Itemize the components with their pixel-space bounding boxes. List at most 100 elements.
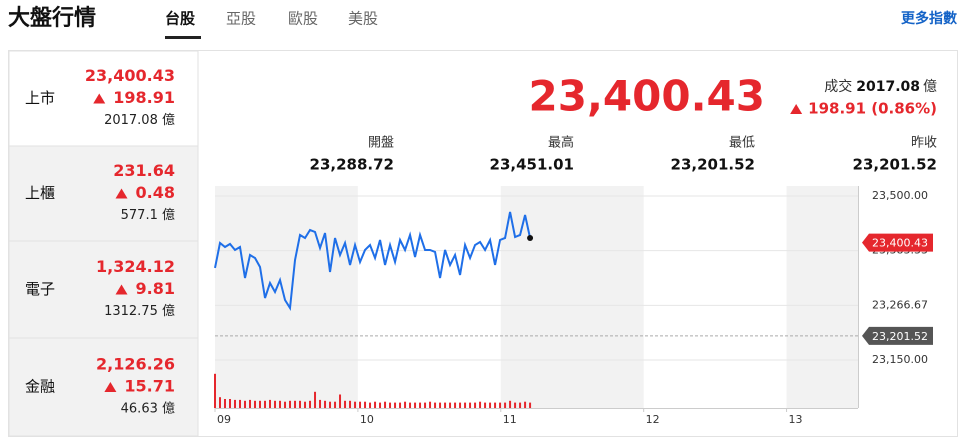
item-change: 9.81 — [136, 279, 175, 298]
volume-bar — [324, 400, 327, 408]
up-arrow — [104, 382, 117, 392]
volume-bar — [529, 402, 532, 408]
volume-bar — [389, 402, 392, 408]
volume-value: 2017.08 — [856, 79, 920, 95]
volume-label: 成交 — [824, 78, 852, 95]
volume-bar — [234, 399, 237, 408]
price-tag — [862, 326, 933, 345]
volume-bar — [244, 400, 247, 408]
volume-bar — [334, 401, 337, 408]
volume-bar — [264, 400, 267, 408]
volume-bar — [269, 399, 272, 408]
item-change: 0.48 — [136, 183, 175, 202]
volume-bar — [524, 401, 527, 408]
stat-value: 23,201.52 — [853, 156, 937, 174]
volume-bar — [484, 402, 487, 408]
volume-bar — [249, 399, 252, 408]
volume-bar — [454, 402, 457, 408]
volume-bar — [519, 402, 522, 408]
item-change: 15.71 — [124, 377, 175, 396]
volume-bar — [474, 402, 477, 408]
volume-bar — [374, 401, 377, 408]
volume-bar — [479, 401, 482, 408]
volume-bar — [359, 401, 362, 408]
session-band — [215, 186, 358, 408]
sidebar-item[interactable] — [8, 337, 199, 437]
volume-bar — [409, 402, 412, 408]
stat-label: 開盤 — [368, 136, 394, 151]
volume-bar — [414, 402, 417, 408]
price: 23,400.43 — [529, 72, 765, 121]
volume-bar — [404, 401, 407, 408]
volume-bar — [274, 400, 277, 408]
item-volume: 1312.75 億 — [104, 303, 175, 319]
volume-bar — [419, 402, 422, 408]
stat-value: 23,288.72 — [310, 156, 394, 174]
volume-bar — [369, 402, 372, 408]
volume-bar — [299, 400, 302, 408]
volume-bar — [294, 400, 297, 408]
volume-bar — [439, 402, 442, 408]
volume-unit: 億 — [923, 79, 937, 95]
session-band — [786, 186, 858, 408]
volume-bar — [464, 402, 467, 408]
volume-bar — [239, 399, 242, 408]
price-line — [214, 211, 532, 311]
x-tick-label: 12 — [646, 413, 660, 426]
item-change: 198.91 — [113, 88, 175, 107]
more-link[interactable]: 更多指數 — [901, 10, 957, 27]
volume-bar — [214, 373, 216, 408]
price-tag-label: 23,201.52 — [872, 330, 928, 343]
volume-bar — [219, 397, 222, 408]
price-tag-label: 23,400.43 — [872, 237, 928, 250]
volume-bar — [354, 401, 357, 408]
item-name: 上櫃 — [25, 184, 55, 202]
volume-bar — [514, 402, 517, 408]
session-band — [500, 186, 644, 408]
tab[interactable]: 台股 — [165, 10, 196, 28]
item-price: 231.64 — [113, 161, 175, 180]
volume-bar — [259, 400, 262, 408]
sidebar-item[interactable] — [8, 240, 199, 339]
volume-bar — [349, 400, 352, 408]
volume-bar — [319, 399, 322, 408]
volume-bar — [399, 402, 402, 408]
tab[interactable]: 歐股 — [288, 10, 318, 28]
volume-bar — [444, 402, 447, 408]
volume-bar — [329, 401, 332, 408]
volume-bar — [504, 402, 507, 408]
volume-bar — [429, 401, 432, 408]
item-name: 金融 — [25, 378, 55, 396]
sidebar-item[interactable] — [8, 50, 199, 147]
stat-value: 23,201.52 — [671, 156, 755, 174]
stat-label: 最高 — [548, 135, 574, 151]
volume-bar — [379, 402, 382, 408]
item-volume: 46.63 億 — [121, 401, 175, 417]
volume-bar — [229, 399, 232, 408]
up-arrow — [790, 104, 803, 114]
volume-bar — [304, 401, 307, 408]
volume-bar — [314, 391, 317, 408]
x-tick-label: 10 — [360, 413, 374, 426]
change: 198.91 (0.86%) — [808, 100, 937, 118]
volume-bar — [344, 400, 347, 408]
x-tick-label: 13 — [789, 413, 803, 426]
volume-bar — [284, 401, 287, 408]
volume-bar — [364, 401, 367, 408]
title: 大盤行情 — [8, 5, 96, 31]
volume-bar — [449, 402, 452, 408]
volume-bar — [279, 400, 282, 408]
price-tag — [862, 233, 933, 252]
volume-bar — [309, 400, 312, 408]
volume-bar — [224, 399, 227, 408]
stat-label: 昨收 — [911, 136, 937, 151]
volume-bar — [434, 402, 437, 408]
volume-bar — [494, 402, 497, 408]
volume-bar — [339, 394, 342, 408]
item-name: 電子 — [25, 280, 55, 298]
tab[interactable]: 亞股 — [226, 10, 256, 28]
stat-label: 最低 — [729, 136, 755, 151]
up-arrow — [115, 188, 128, 199]
tab[interactable]: 美股 — [348, 10, 378, 28]
